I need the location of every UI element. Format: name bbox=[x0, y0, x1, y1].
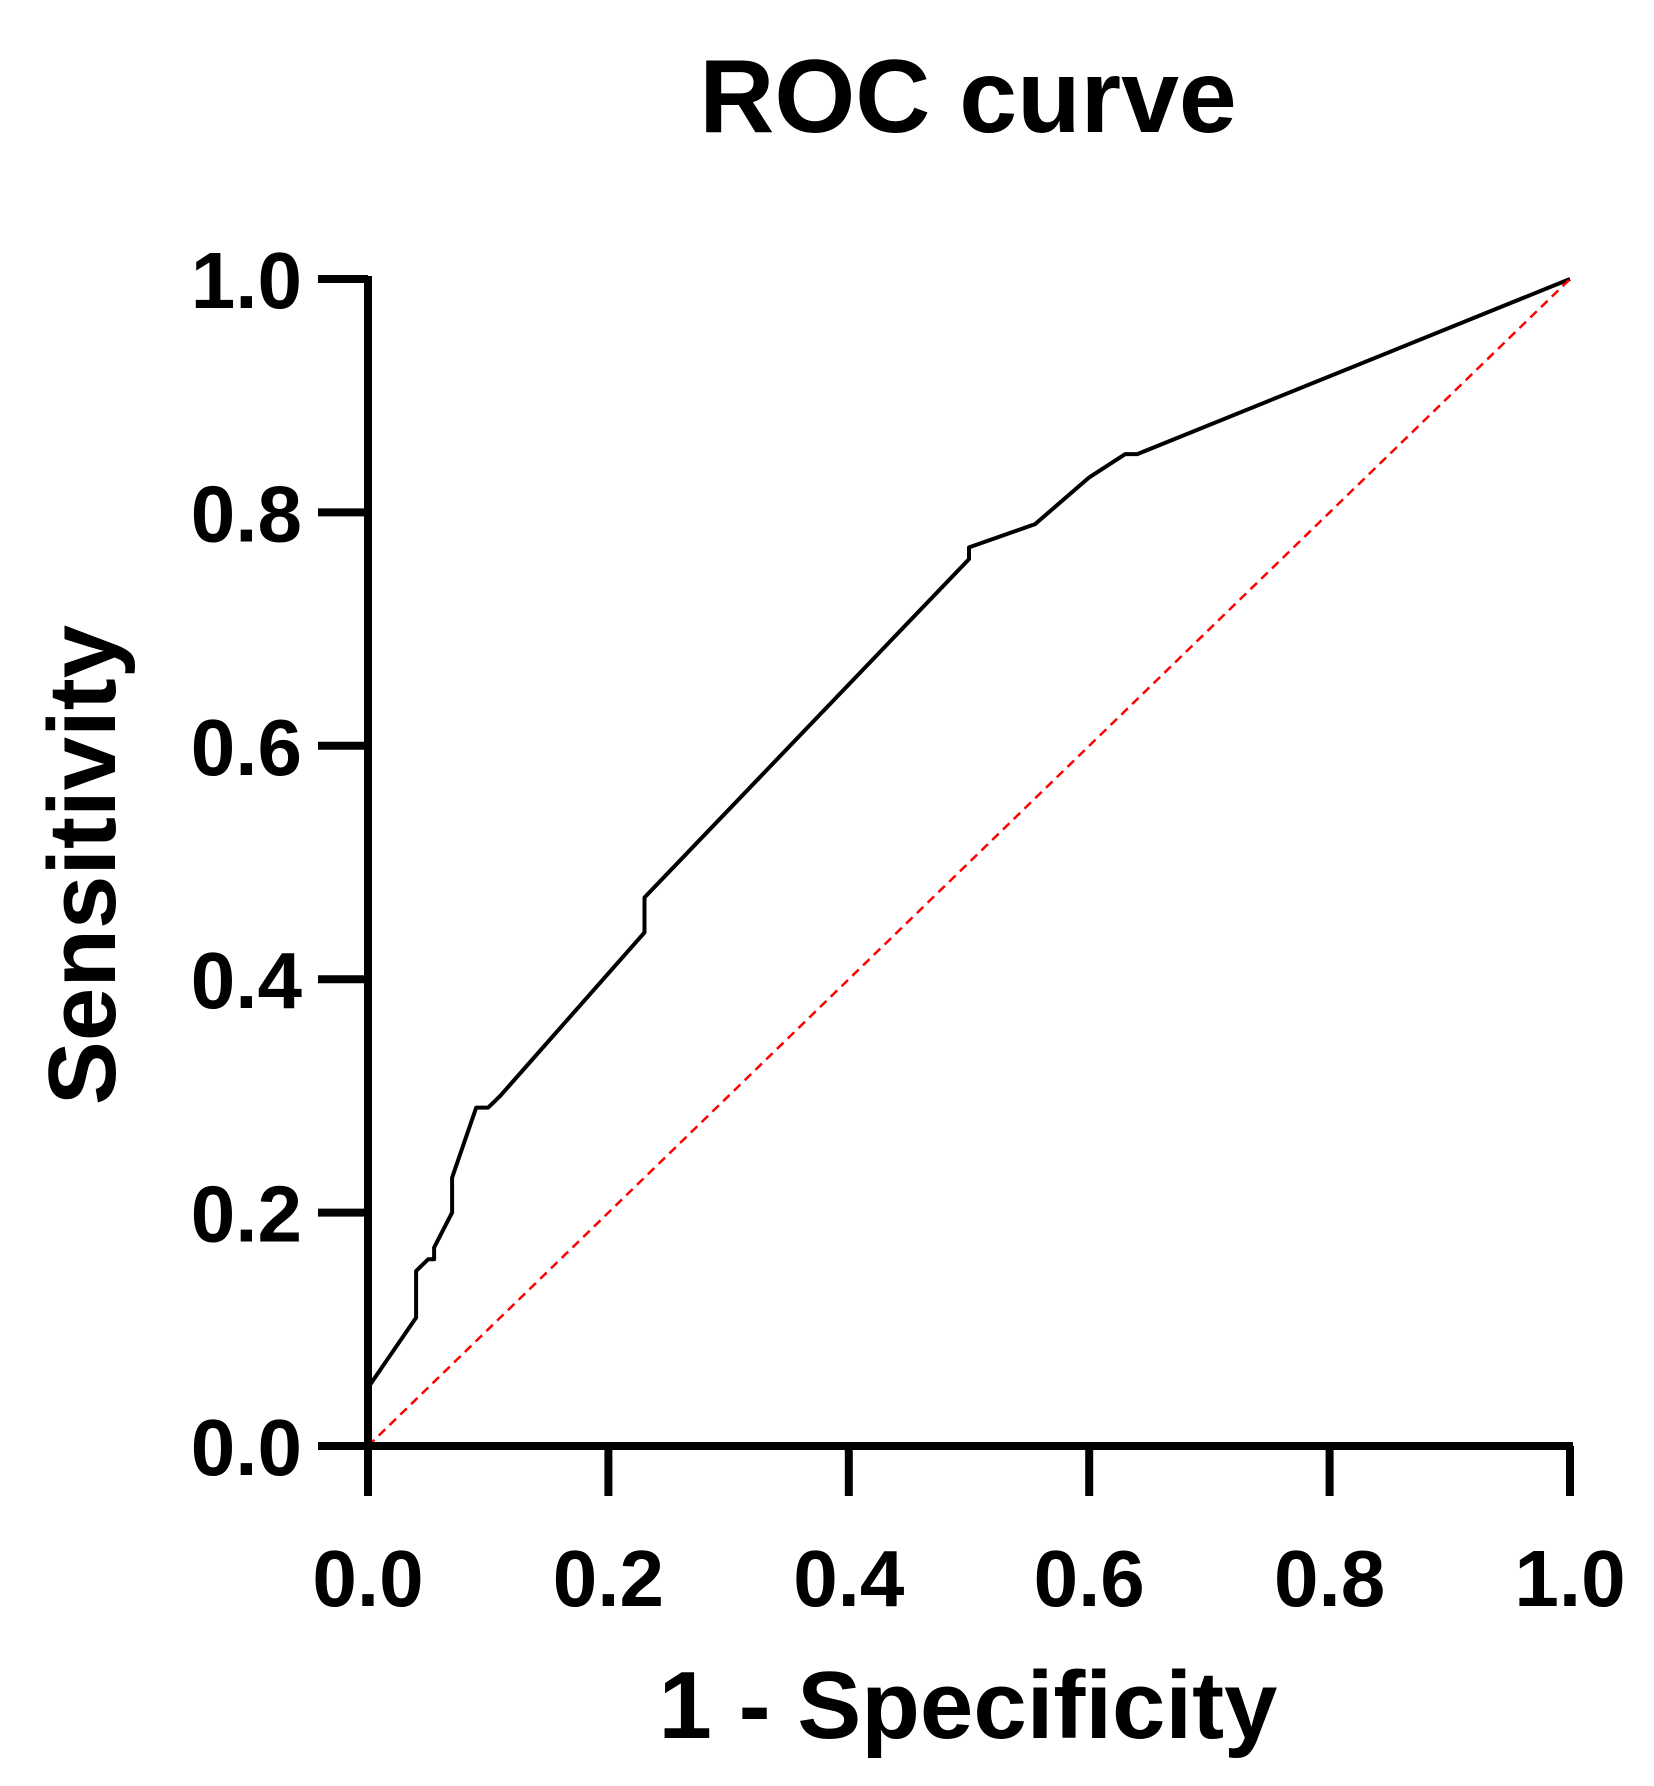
y-axis-label: Sensitivity bbox=[29, 625, 136, 1105]
y-tick-label: 0.2 bbox=[191, 1170, 302, 1259]
y-tick-label: 0.6 bbox=[191, 703, 302, 792]
x-axis-label: 1 - Specificity bbox=[659, 1652, 1278, 1759]
x-tick-label: 0.0 bbox=[312, 1534, 423, 1623]
y-tick-label: 0.4 bbox=[191, 936, 303, 1025]
y-tick-label: 0.0 bbox=[191, 1403, 302, 1492]
x-tick-label: 0.8 bbox=[1274, 1534, 1385, 1623]
x-tick-label: 0.4 bbox=[793, 1534, 905, 1623]
reference-diagonal-line bbox=[367, 278, 1571, 1447]
y-tick-label: 1.0 bbox=[191, 236, 302, 325]
y-tick-label: 0.8 bbox=[191, 469, 302, 558]
chart-title: ROC curve bbox=[699, 39, 1237, 155]
plot-area: 0.0 0.2 0.4 0.6 0.8 1.0 0.0 0.2 0.4 0.6 0.8 1.0 bbox=[191, 236, 1626, 1623]
x-tick-label: 0.6 bbox=[1034, 1534, 1145, 1623]
roc-curve-line bbox=[366, 277, 1571, 1446]
x-tick-label: 1.0 bbox=[1514, 1534, 1625, 1623]
x-tick-label: 0.2 bbox=[553, 1534, 664, 1623]
